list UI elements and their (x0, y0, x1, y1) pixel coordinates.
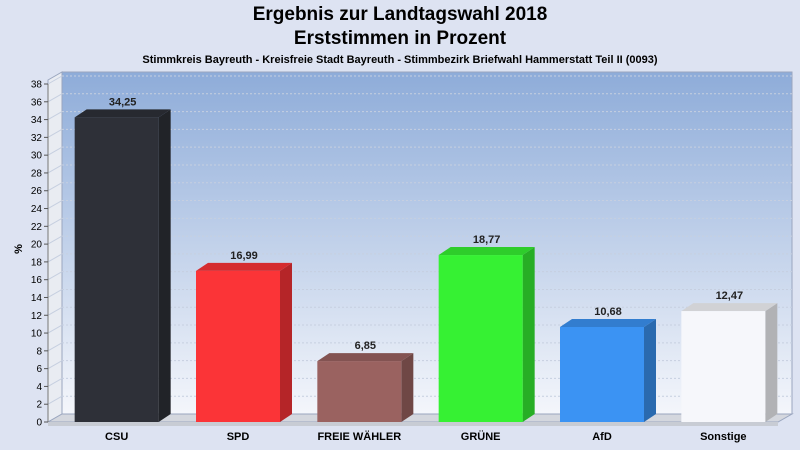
bar-csu: 34,25 (74, 96, 171, 423)
bars: 34,25 16,99 6,85 18,77 10,68 12,47 (74, 96, 778, 423)
bar-top (196, 262, 292, 271)
y-tick-label: 16 (31, 275, 43, 286)
bar-front (438, 255, 523, 422)
bar-side (644, 319, 656, 422)
bar-front (317, 361, 402, 422)
x-tick-label: CSU (105, 431, 128, 443)
y-tick-label: 30 (31, 151, 43, 162)
y-tick-label: 2 (36, 400, 42, 411)
x-axis-labels: CSU SPD FREIE WÄHLER GRÜNE AfD Sonstige (105, 430, 747, 443)
y-tick-label: 6 (36, 364, 42, 375)
bar-front (196, 270, 280, 422)
bar-side (158, 109, 171, 423)
x-tick-label: Sonstige (700, 431, 746, 443)
bar-afd: 10,68 (560, 306, 656, 422)
bar-side (280, 262, 292, 422)
y-tick-label: 32 (31, 133, 43, 144)
chart-title-line-2: Erststimmen in Prozent (293, 28, 507, 49)
bar-side (765, 303, 778, 422)
y-tick-label: 34 (31, 115, 43, 126)
bar-gr-ne: 18,77 (438, 234, 535, 422)
bar-top (317, 353, 414, 362)
bar-freie-w-hler: 6,85 (317, 340, 414, 422)
y-tick-label: 4 (36, 382, 42, 393)
bar-side (401, 353, 414, 422)
bar-sonstige: 12,47 (681, 290, 778, 422)
y-tick-label: 36 (31, 97, 43, 108)
y-tick-label: 26 (31, 186, 43, 197)
bar-top (438, 247, 535, 256)
x-tick-label: AfD (592, 431, 612, 443)
data-label: 6,85 (355, 340, 376, 352)
bar-front (560, 327, 644, 422)
y-tick-label: 28 (31, 168, 43, 179)
bar-top (74, 109, 171, 118)
y-tick-label: 24 (31, 204, 43, 215)
data-label: 12,47 (716, 290, 744, 302)
grid-lines (47, 75, 792, 405)
x-tick-label: FREIE WÄHLER (317, 430, 401, 443)
y-axis-label: % (13, 244, 25, 254)
bar-front (74, 117, 159, 423)
chart-subtitle: Stimmkreis Bayreuth - Kreisfreie Stadt B… (142, 54, 658, 66)
y-tick-label: 38 (31, 80, 43, 91)
x-tick-label: SPD (227, 431, 250, 443)
bar-front (681, 311, 766, 422)
y-tick-label: 8 (36, 346, 42, 357)
data-label: 34,25 (109, 96, 137, 108)
bar-side (522, 247, 535, 422)
bar-spd: 16,99 (196, 250, 292, 422)
y-tick-label: 20 (31, 240, 43, 251)
y-tick-label: 22 (31, 222, 43, 233)
y-tick-label: 18 (31, 257, 43, 268)
y-tick-label: 12 (31, 311, 43, 322)
data-label: 10,68 (594, 306, 622, 318)
x-tick-label: GRÜNE (461, 430, 501, 443)
data-label: 18,77 (473, 234, 501, 246)
y-tick-label: 10 (31, 329, 43, 340)
chart-title: Ergebnis zur Landtagswahl 2018 (252, 4, 548, 25)
bar-top (560, 319, 656, 328)
y-tick-label: 14 (31, 293, 43, 304)
y-tick-label: 0 (36, 418, 42, 429)
data-label: 16,99 (230, 250, 258, 262)
bar-top (681, 303, 778, 312)
